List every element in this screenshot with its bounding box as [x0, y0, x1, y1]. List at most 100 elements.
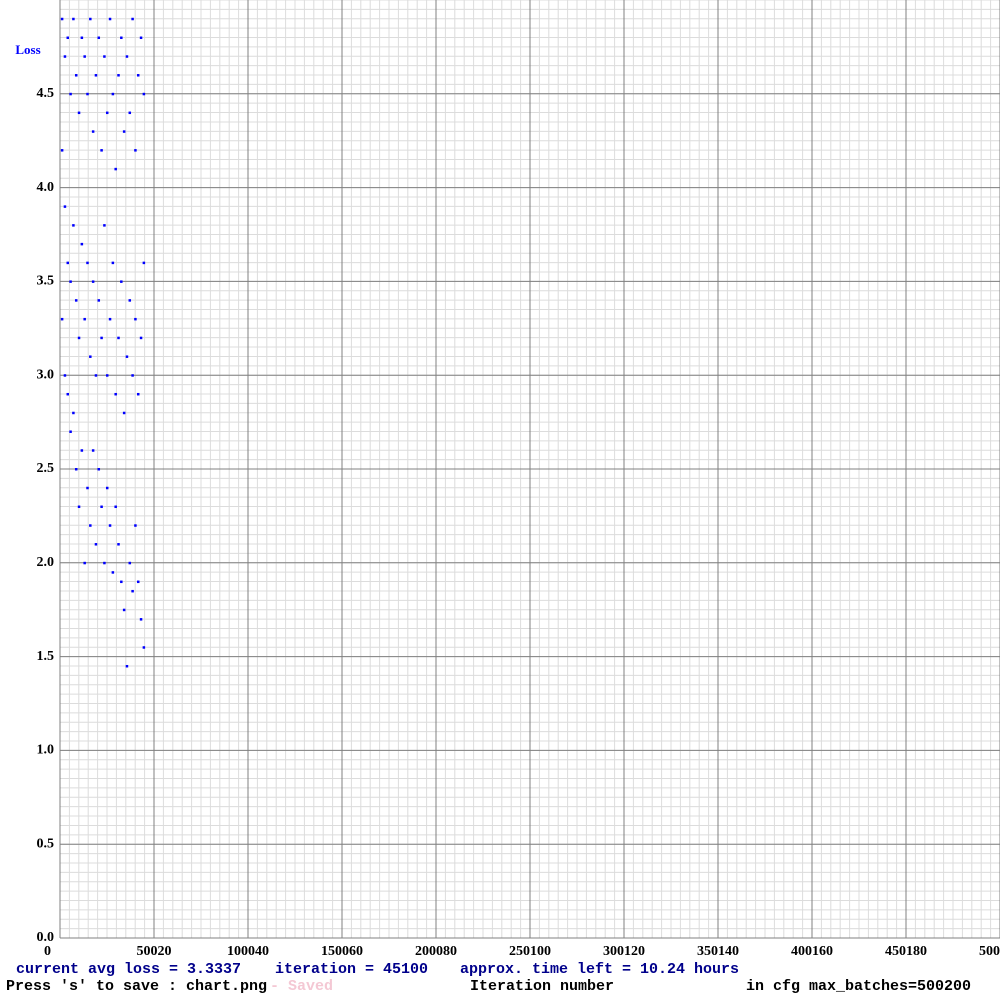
point [66, 36, 70, 40]
status-text: current avg loss = 3.3337 [16, 961, 241, 978]
x-tick-label: 300120 [603, 944, 645, 959]
x-tick-label: 200080 [415, 944, 457, 959]
point [142, 261, 146, 265]
point [94, 543, 98, 546]
point [142, 92, 146, 96]
x-tick-label: 350140 [697, 944, 739, 959]
point [72, 224, 75, 227]
point [77, 505, 81, 509]
point [83, 317, 86, 321]
point [131, 374, 134, 377]
point [80, 449, 84, 452]
status-text: iteration = 45100 [275, 961, 428, 978]
point [89, 17, 92, 21]
point [91, 280, 95, 283]
point [105, 111, 109, 115]
y-tick-label: 0.5 [37, 836, 55, 851]
point [100, 505, 103, 509]
footer-text: Press 's' to save : chart.png [6, 978, 267, 995]
point [108, 317, 112, 321]
point [60, 149, 64, 152]
point [139, 36, 143, 40]
point [100, 149, 103, 152]
point [122, 411, 126, 415]
point [103, 55, 106, 58]
point [103, 224, 106, 227]
point [66, 392, 70, 396]
point [91, 449, 95, 452]
point [103, 561, 106, 565]
point [72, 411, 75, 415]
point [136, 74, 140, 77]
point [117, 543, 120, 546]
point [80, 36, 84, 40]
y-tick-label: 0.0 [37, 930, 55, 945]
point [120, 280, 123, 283]
point [63, 374, 67, 377]
saved-text: - Saved [270, 978, 333, 995]
point [97, 299, 101, 302]
point [114, 167, 117, 171]
y-axis-title: Loss [15, 42, 40, 57]
point [97, 468, 101, 471]
point [131, 589, 134, 593]
point [97, 36, 101, 40]
x-tick-label: 250100 [509, 944, 551, 959]
point [69, 92, 72, 96]
point [108, 524, 112, 527]
footer-text: in cfg max_batches=500200 [746, 978, 971, 995]
point [136, 392, 140, 396]
x-tick-label: 150060 [321, 944, 363, 959]
status-text: approx. time left = 10.24 hours [460, 961, 739, 978]
point [80, 242, 84, 246]
point [94, 74, 98, 77]
y-tick-label: 4.0 [37, 180, 55, 195]
point [114, 392, 117, 396]
y-tick-label: 2.0 [37, 555, 55, 570]
point [120, 36, 123, 40]
point [89, 524, 92, 527]
point [134, 524, 137, 527]
point [86, 261, 89, 265]
point [139, 618, 143, 621]
x-tick-label: 400160 [791, 944, 833, 959]
point [111, 261, 115, 265]
point [122, 608, 126, 612]
point [86, 92, 89, 96]
point [83, 561, 86, 565]
x-axis-title: Iteration number [470, 978, 614, 995]
point [69, 280, 72, 283]
point [122, 130, 126, 133]
point [86, 486, 89, 490]
y-tick-label: 1.0 [37, 743, 55, 758]
point [77, 111, 81, 115]
point [72, 17, 75, 21]
point [117, 336, 120, 340]
point [131, 17, 134, 21]
point [100, 336, 103, 340]
point [120, 580, 123, 584]
point [108, 17, 112, 21]
point [125, 355, 129, 358]
y-tick-label: 2.5 [37, 461, 55, 476]
point [60, 17, 64, 21]
point [69, 430, 72, 433]
point [125, 55, 129, 58]
point [114, 505, 117, 509]
point [66, 261, 70, 265]
point [142, 646, 146, 649]
point [63, 55, 67, 58]
point [128, 299, 132, 302]
y-tick-label: 3.0 [37, 367, 55, 382]
point [94, 374, 98, 377]
y-tick-label: 4.5 [37, 86, 55, 101]
point [111, 92, 115, 96]
point [105, 486, 109, 490]
point [128, 111, 132, 115]
point [125, 664, 129, 668]
point [139, 336, 143, 340]
point [74, 299, 78, 302]
y-tick-label: 3.5 [37, 274, 55, 289]
point [74, 468, 78, 471]
